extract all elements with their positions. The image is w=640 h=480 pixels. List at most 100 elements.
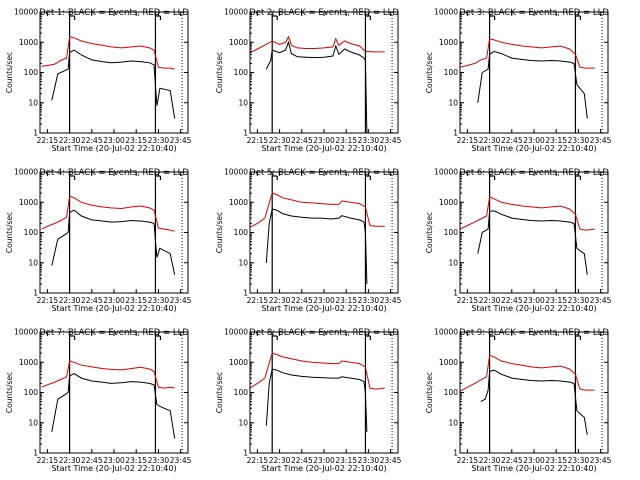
y-tick-label: 1	[33, 129, 38, 138]
x-tick-label: 22:30	[479, 456, 501, 465]
x-tick-label: 23:45	[590, 296, 612, 305]
y-axis-label: Counts/sec	[5, 212, 14, 253]
x-tick-label: 22:30	[269, 136, 291, 145]
y-tick-label: 1000	[229, 38, 248, 47]
series-events-line	[480, 369, 588, 435]
x-tick-label: 22:15	[247, 136, 269, 145]
y-tick-label: 10	[448, 98, 458, 107]
y-tick-label: 1	[243, 289, 248, 298]
series-lld-line	[41, 36, 175, 70]
x-tick-label: 22:15	[247, 456, 269, 465]
x-tick-label: 22:30	[59, 296, 81, 305]
x-tick-label: 23:00	[313, 296, 335, 305]
y-tick-label: 1	[33, 449, 38, 458]
y-tick-label: 100	[234, 228, 249, 237]
y-axis-label: Counts/sec	[425, 372, 434, 413]
x-tick-label: 23:15	[545, 296, 567, 305]
series-events-line	[477, 210, 588, 275]
x-tick-label: 23:30	[148, 456, 170, 465]
y-tick-label: 100	[234, 388, 249, 397]
x-tick-label: 23:30	[358, 136, 380, 145]
x-tick-label: 22:45	[291, 456, 313, 465]
x-tick-label: 22:30	[269, 456, 291, 465]
series-events-line	[51, 49, 176, 119]
x-tick-label: 23:00	[523, 456, 545, 465]
x-tick-label: 23:30	[358, 296, 380, 305]
x-tick-label: 22:15	[457, 136, 479, 145]
x-tick-label: 23:45	[590, 456, 612, 465]
y-tick-label: 10000	[224, 8, 248, 17]
y-tick-label: 10	[448, 258, 458, 267]
y-tick-label: 10000	[434, 8, 458, 17]
x-tick-label: 23:00	[313, 136, 335, 145]
series-events-line	[265, 208, 368, 284]
x-tick-label: 22:15	[37, 456, 59, 465]
x-tick-label: 22:30	[479, 136, 501, 145]
y-axis-label: Counts/sec	[5, 52, 14, 93]
y-tick-label: 1	[453, 449, 458, 458]
y-tick-label: 10000	[224, 328, 248, 337]
y-tick-label: 1000	[439, 38, 458, 47]
y-tick-label: 100	[444, 68, 459, 77]
x-tick-label: 23:30	[568, 296, 590, 305]
x-tick-label: 22:45	[291, 296, 313, 305]
x-tick-label: 22:15	[37, 296, 59, 305]
y-tick-label: 10000	[14, 8, 38, 17]
x-axis-label: Start Time (20-Jul-02 22:10:40)	[51, 464, 176, 473]
x-tick-label: 23:00	[103, 296, 125, 305]
y-tick-label: 1	[453, 289, 458, 298]
series-lld-line	[41, 360, 175, 389]
y-tick-label: 10	[238, 418, 248, 427]
x-tick-label: 23:45	[380, 296, 402, 305]
x-tick-label: 23:00	[103, 456, 125, 465]
y-tick-label: 1000	[19, 38, 38, 47]
x-tick-label: 22:30	[59, 136, 81, 145]
series-lld-line	[249, 352, 385, 390]
series-events-line	[265, 368, 368, 432]
x-axis-label: Start Time (20-Jul-02 22:10:40)	[471, 304, 596, 313]
x-tick-label: 22:30	[59, 456, 81, 465]
x-axis-label: Start Time (20-Jul-02 22:10:40)	[471, 144, 596, 153]
series-lld-line	[41, 195, 175, 232]
y-tick-label: 10000	[14, 328, 38, 337]
x-tick-label: 23:45	[170, 456, 192, 465]
x-tick-label: 22:15	[457, 296, 479, 305]
x-tick-label: 23:30	[148, 136, 170, 145]
y-tick-label: 10	[448, 418, 458, 427]
y-axis-label: Counts/sec	[215, 372, 224, 413]
x-tick-label: 22:15	[37, 136, 59, 145]
x-tick-label: 23:15	[545, 136, 567, 145]
x-tick-label: 22:45	[501, 296, 523, 305]
y-tick-label: 1	[243, 449, 248, 458]
series-events-line	[265, 40, 368, 134]
y-tick-label: 10	[28, 418, 38, 427]
y-axis-label: Counts/sec	[425, 52, 434, 93]
x-tick-label: 23:30	[568, 456, 590, 465]
y-tick-label: 1	[243, 129, 248, 138]
series-lld-line	[459, 354, 595, 392]
x-tick-label: 23:15	[335, 136, 357, 145]
x-tick-label: 23:45	[380, 136, 402, 145]
y-tick-label: 100	[24, 68, 39, 77]
x-tick-label: 23:15	[335, 296, 357, 305]
y-tick-label: 100	[444, 388, 459, 397]
x-tick-label: 23:45	[170, 296, 192, 305]
series-events-line	[51, 373, 176, 439]
x-tick-label: 23:45	[590, 136, 612, 145]
x-tick-label: 22:45	[501, 456, 523, 465]
y-tick-label: 1	[453, 129, 458, 138]
y-tick-label: 1000	[229, 198, 248, 207]
y-tick-label: 100	[24, 228, 39, 237]
x-tick-label: 23:00	[313, 456, 335, 465]
x-tick-label: 23:15	[125, 456, 147, 465]
y-tick-label: 10000	[224, 168, 248, 177]
